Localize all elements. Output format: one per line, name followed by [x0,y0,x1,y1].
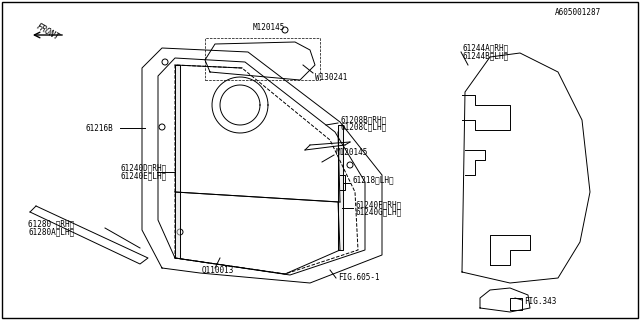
Text: M120145: M120145 [336,148,369,156]
Text: 61216B: 61216B [85,124,113,132]
Text: 61218〈LH〉: 61218〈LH〉 [352,175,394,185]
Text: 61280A〈LH〉: 61280A〈LH〉 [28,228,74,236]
Text: 61240G〈LH〉: 61240G〈LH〉 [355,207,401,217]
Text: 61240E〈LH〉: 61240E〈LH〉 [120,172,166,180]
Polygon shape [338,125,343,250]
Text: Q110013: Q110013 [202,266,234,275]
Polygon shape [175,65,180,258]
Text: 61240D〈RH〉: 61240D〈RH〉 [120,164,166,172]
Text: FIG.343: FIG.343 [524,298,556,307]
Text: M120145: M120145 [253,22,285,31]
Text: FRONT: FRONT [35,22,61,42]
Text: FIG.605-1: FIG.605-1 [338,274,380,283]
Text: W130241: W130241 [315,73,348,82]
Text: A605001287: A605001287 [555,7,601,17]
Text: 61208B〈RH〉: 61208B〈RH〉 [340,116,387,124]
Text: 61240F〈RH〉: 61240F〈RH〉 [355,201,401,210]
Text: 61244B〈LH〉: 61244B〈LH〉 [462,52,508,60]
Text: 61244A〈RH〉: 61244A〈RH〉 [462,44,508,52]
Text: 61208C〈LH〉: 61208C〈LH〉 [340,123,387,132]
Text: 61280 〈RH〉: 61280 〈RH〉 [28,220,74,228]
